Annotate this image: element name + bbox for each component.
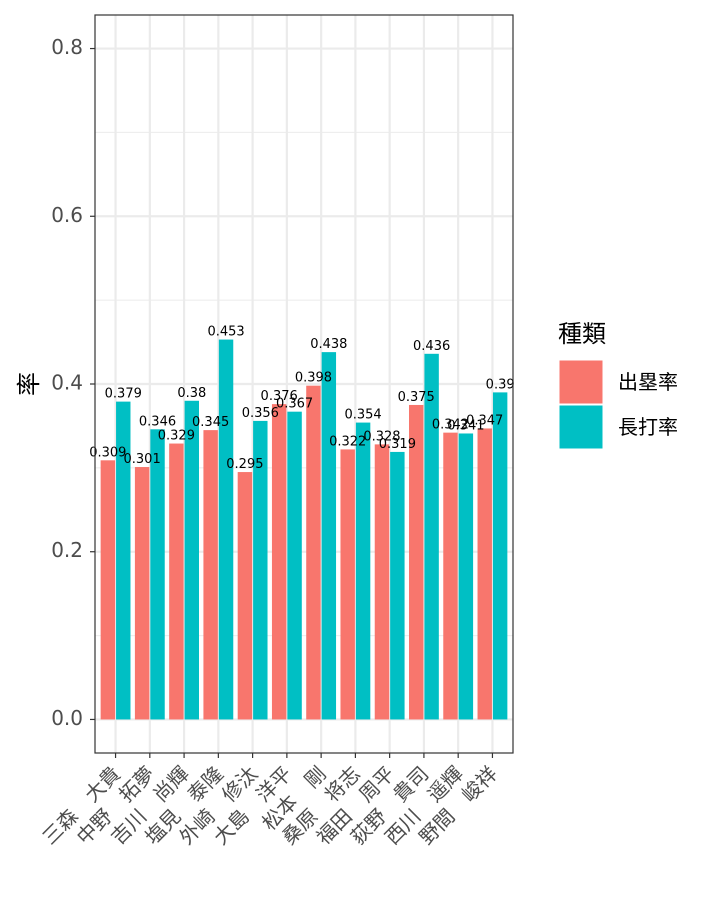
bar-series-2 xyxy=(355,422,371,720)
y-tick-label: 0.6 xyxy=(51,203,83,227)
data-label: 0.295 xyxy=(226,457,263,472)
bar-series-1 xyxy=(203,430,218,720)
bar-series-2 xyxy=(458,433,474,720)
data-label: 0.329 xyxy=(158,429,195,444)
data-label: 0.345 xyxy=(192,415,229,430)
bar-series-1 xyxy=(271,404,287,720)
data-label: 0.322 xyxy=(329,434,366,449)
bar-series-2 xyxy=(321,352,337,720)
y-tick-label: 0.8 xyxy=(51,35,83,59)
y-axis: 0.0 0.2 0.4 0.6 0.8 xyxy=(51,35,95,730)
legend-item-1: 長打率 xyxy=(558,404,678,450)
bar-series-1 xyxy=(409,404,424,720)
bar-series-2 xyxy=(390,451,405,720)
legend: 種類 出塁率 長打率 xyxy=(558,320,678,450)
bar-series-1 xyxy=(374,444,390,720)
data-label: 0.367 xyxy=(276,397,313,412)
bar-series-1 xyxy=(237,472,253,720)
legend-key-0 xyxy=(558,359,604,405)
bar-series-2 xyxy=(492,392,508,720)
data-label: 0.341 xyxy=(447,418,484,433)
bars xyxy=(100,339,508,720)
data-label: 0.379 xyxy=(105,387,142,402)
data-label: 0.39 xyxy=(486,377,515,392)
bar-series-1 xyxy=(169,443,184,720)
legend-title: 種類 xyxy=(558,320,606,348)
data-label: 0.376 xyxy=(261,389,298,404)
legend-label-1: 長打率 xyxy=(618,415,678,439)
bar-series-2 xyxy=(424,353,439,720)
data-label: 0.309 xyxy=(89,445,126,460)
data-label: 0.319 xyxy=(379,437,416,452)
data-label: 0.347 xyxy=(466,413,503,428)
major-gridlines xyxy=(95,15,513,753)
y-tick-label: 0.0 xyxy=(51,706,83,730)
bar-series-2 xyxy=(218,339,234,720)
data-label: 0.346 xyxy=(139,414,176,429)
data-label: 0.438 xyxy=(310,337,347,352)
legend-item-0: 出塁率 xyxy=(558,359,678,405)
data-label: 0.398 xyxy=(295,371,332,386)
y-tick-label: 0.4 xyxy=(51,371,83,395)
bar-series-2 xyxy=(150,429,165,720)
bar-series-1 xyxy=(340,449,355,720)
bar-series-2 xyxy=(253,420,268,720)
data-label: 0.342 xyxy=(432,418,469,433)
bar-series-1 xyxy=(100,460,116,720)
legend-label-0: 出塁率 xyxy=(618,370,678,394)
data-label: 0.328 xyxy=(363,429,400,444)
data-label: 0.301 xyxy=(124,452,161,467)
data-label: 0.356 xyxy=(242,406,279,421)
data-label: 0.453 xyxy=(207,325,244,340)
bar-series-1 xyxy=(477,428,492,720)
legend-key-1 xyxy=(558,404,604,450)
data-label: 0.436 xyxy=(413,339,450,354)
bar-series-1 xyxy=(443,432,458,720)
y-tick-label: 0.2 xyxy=(51,538,83,562)
bar-series-2 xyxy=(287,411,302,720)
bar-series-1 xyxy=(134,467,150,720)
bar-series-1 xyxy=(306,385,321,720)
bar-series-2 xyxy=(184,400,199,720)
data-label: 0.38 xyxy=(177,386,206,401)
bar-series-2 xyxy=(116,401,131,720)
data-label: 0.375 xyxy=(398,390,435,405)
data-label: 0.354 xyxy=(344,408,381,423)
y-axis-title: 率 xyxy=(15,372,43,396)
